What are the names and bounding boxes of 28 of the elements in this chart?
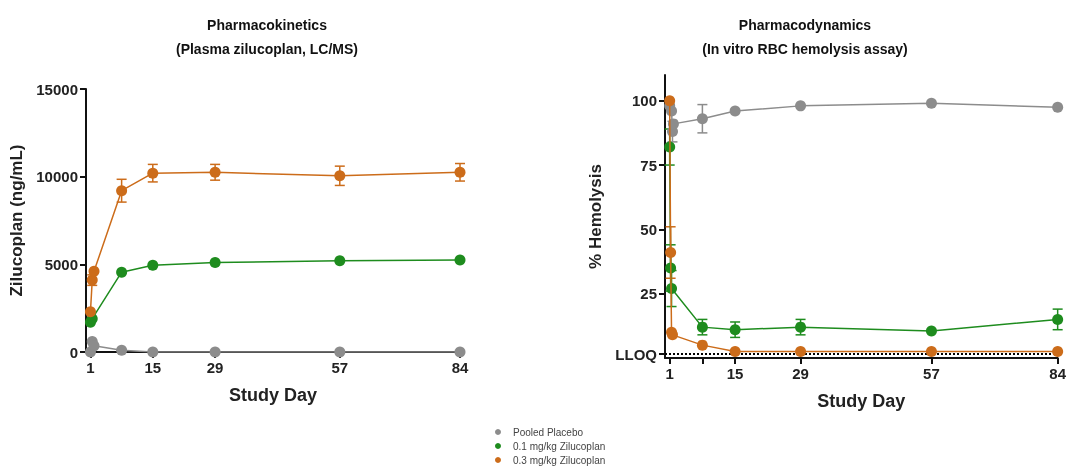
x-tick-label: 1 [86,359,95,376]
legend-label: 0.1 mg/kg Zilucoplan [513,440,606,452]
x-tick-label: 57 [331,359,349,376]
x-tick-label: 1 [665,365,674,382]
x-tick-label: 84 [451,359,469,376]
y-tick-label: 50 [640,220,657,238]
x-tick-label: 15 [726,365,744,382]
x-axis-title: Study Day [228,385,318,405]
legend-label: Pooled Placebo [513,426,584,438]
x-tick-label: 15 [144,359,162,376]
legend-label: 0.3 mg/kg Zilucoplan [513,454,606,466]
x-tick-label: 29 [206,359,224,376]
x-tick-label: 57 [923,365,940,382]
y-axis-title: Zilucoplan (ng/mL) [7,144,27,297]
y-tick-label: 10000 [36,168,78,186]
x-tick-label: 84 [1049,365,1067,382]
x-tick-label: 29 [792,365,809,382]
y-tick-label: 0 [69,343,78,361]
y-tick-label: 100 [631,92,657,110]
x-axis-title: Study Day [817,391,906,411]
chart-title: Pharmacokinetics (Plasma zilucoplan, LC/MS) [175,17,359,57]
y-tick-label: 5000 [44,255,78,273]
y-tick-label: 15000 [36,80,78,98]
y-axis-title: % Hemolysis [586,164,606,269]
y-tick-label: LLOQ [615,345,658,363]
chart-title: Pharmacodynamics (In vitro RBC hemolysis assay) [702,17,908,57]
y-tick-label: 75 [640,156,657,174]
y-tick-label: 25 [640,285,657,303]
